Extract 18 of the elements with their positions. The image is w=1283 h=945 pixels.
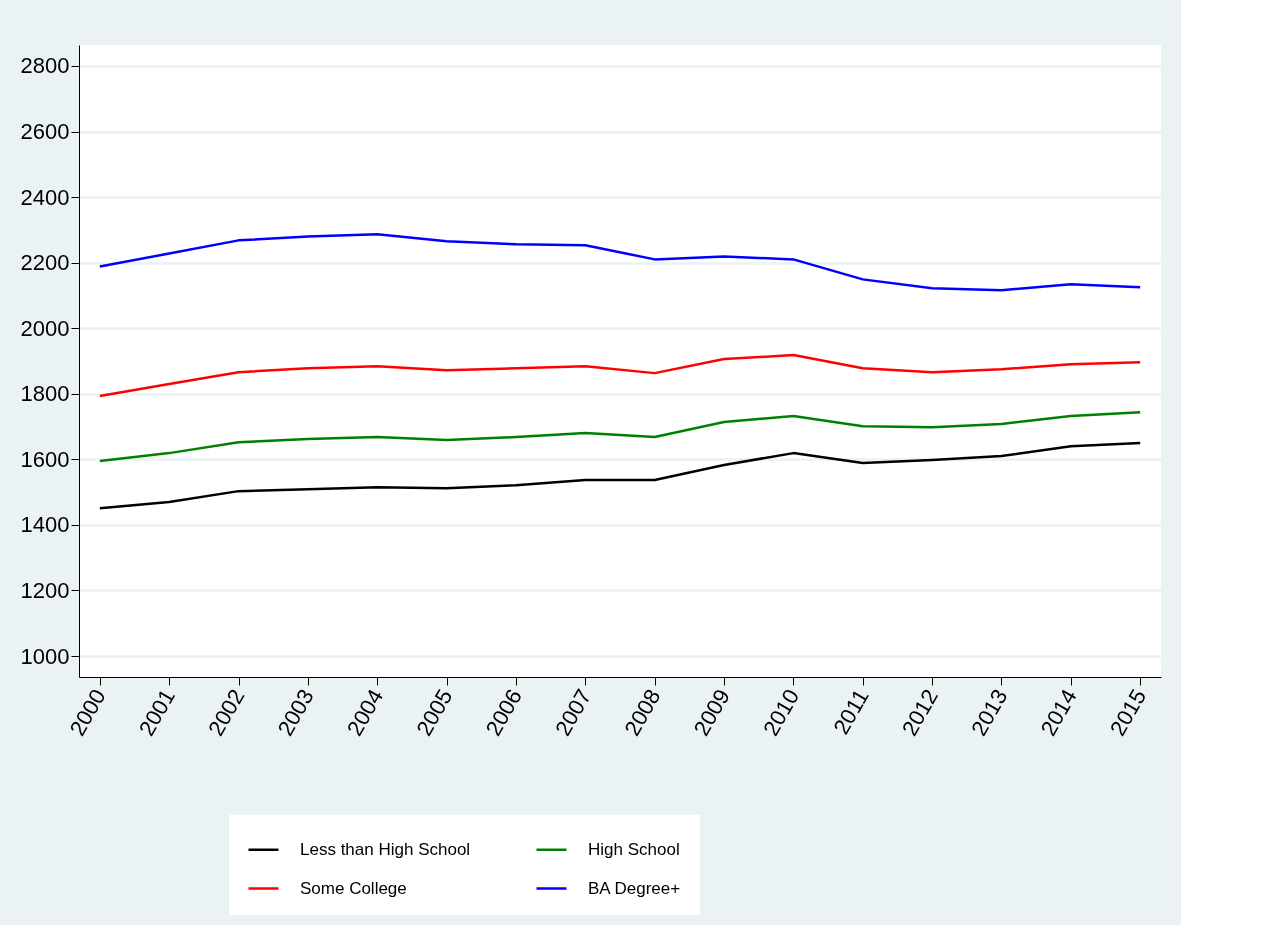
y-tick-label: 2000	[20, 315, 70, 341]
y-tick-label: 1800	[20, 381, 70, 407]
y-tick-label: 1000	[20, 643, 70, 669]
y-tick-label: 1600	[20, 446, 70, 472]
legend-label: BA Degree+	[588, 878, 681, 898]
y-tick-label: 1200	[20, 577, 70, 603]
legend-label: High School	[588, 839, 680, 859]
y-tick-label: 2200	[20, 250, 70, 276]
legend-label: Less than High School	[300, 839, 471, 859]
line-series	[98, 410, 1142, 463]
y-tick-label: 1400	[20, 512, 70, 538]
y-tick-label: 2800	[20, 53, 70, 79]
line-series	[98, 353, 1142, 398]
y-tick-label: 2400	[20, 184, 70, 210]
legend-label: Some College	[300, 878, 407, 898]
y-tick-label: 2600	[20, 119, 70, 145]
line-series	[98, 441, 1142, 510]
line-series	[98, 232, 1142, 292]
